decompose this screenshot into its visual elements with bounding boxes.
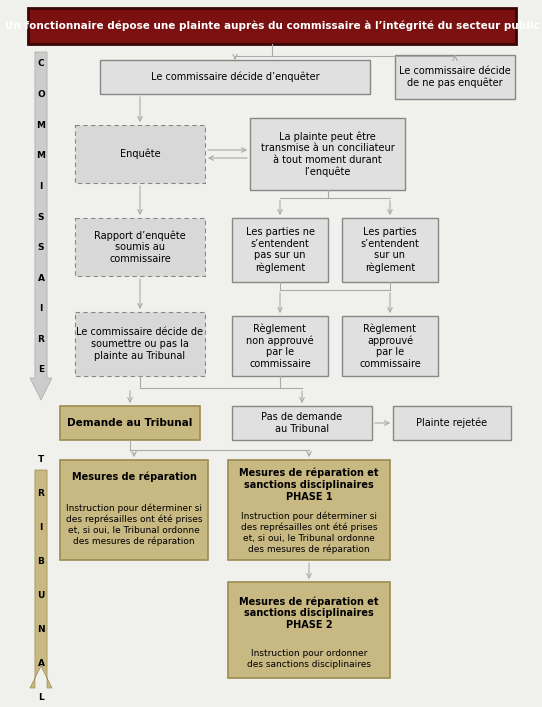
Bar — [75, 312, 205, 376]
Text: Le commissaire décide d’enquêter: Le commissaire décide d’enquêter — [151, 71, 319, 82]
Text: Rapport d’enquête
soumis au
commissaire: Rapport d’enquête soumis au commissaire — [94, 230, 186, 264]
Text: Mesures de réparation et
sanctions disciplinaires
PHASE 1: Mesures de réparation et sanctions disci… — [239, 468, 379, 501]
Polygon shape — [30, 470, 52, 688]
Bar — [232, 218, 328, 282]
Text: O: O — [37, 90, 45, 99]
Text: S: S — [38, 243, 44, 252]
Bar — [342, 218, 438, 282]
Bar — [232, 406, 372, 440]
Text: Instruction pour déterminer si
des représailles ont été prises
et, si oui, le Tr: Instruction pour déterminer si des repré… — [241, 512, 377, 554]
Text: Instruction pour déterminer si
des représailles ont été prises
et, si oui, le Tr: Instruction pour déterminer si des repré… — [66, 503, 202, 546]
Bar — [250, 118, 405, 190]
Text: R: R — [37, 335, 44, 344]
Bar — [28, 8, 516, 44]
Text: B: B — [37, 558, 44, 566]
Text: A: A — [37, 274, 44, 283]
Bar — [232, 316, 328, 376]
Text: Les parties ne
s’entendent
pas sur un
règlement: Les parties ne s’entendent pas sur un rè… — [246, 227, 314, 273]
Text: La plainte peut être
transmise à un conciliateur
à tout moment durant
l’enquête: La plainte peut être transmise à un conc… — [261, 131, 395, 177]
Text: A: A — [37, 660, 44, 669]
Text: Instruction pour ordonner
des sanctions disciplinaires: Instruction pour ordonner des sanctions … — [247, 649, 371, 669]
Text: M: M — [36, 121, 46, 129]
Bar — [75, 218, 205, 276]
Text: N: N — [37, 626, 45, 634]
Text: M: M — [36, 151, 46, 160]
Text: Mesures de réparation et
sanctions disciplinaires
PHASE 2: Mesures de réparation et sanctions disci… — [239, 596, 379, 630]
Text: Mesures de réparation: Mesures de réparation — [72, 472, 196, 482]
Text: I: I — [40, 304, 43, 313]
Text: L: L — [38, 694, 44, 703]
Text: Les parties
s’entendent
sur un
règlement: Les parties s’entendent sur un règlement — [360, 227, 420, 273]
Text: S: S — [38, 213, 44, 221]
Bar — [100, 60, 370, 94]
Text: R: R — [37, 489, 44, 498]
Text: Un fonctionnaire dépose une plainte auprès du commissaire à l’intégrité du secte: Un fonctionnaire dépose une plainte aupr… — [5, 21, 539, 31]
Bar — [342, 316, 438, 376]
Text: Le commissaire décide de
soumettre ou pas la
plainte au Tribunal: Le commissaire décide de soumettre ou pa… — [76, 327, 203, 361]
Text: Enquête: Enquête — [120, 148, 160, 159]
Text: Demande au Tribunal: Demande au Tribunal — [67, 418, 193, 428]
Bar — [228, 582, 390, 678]
Text: I: I — [40, 523, 43, 532]
Bar — [393, 406, 511, 440]
Text: C: C — [38, 59, 44, 69]
Polygon shape — [30, 52, 52, 400]
Bar — [75, 125, 205, 183]
Text: I: I — [40, 182, 43, 191]
Text: Règlement
non approuvé
par le
commissaire: Règlement non approuvé par le commissair… — [246, 323, 314, 369]
Text: Plainte rejetée: Plainte rejetée — [416, 418, 488, 428]
Text: E: E — [38, 366, 44, 375]
Text: T: T — [38, 455, 44, 464]
Text: Le commissaire décide
de ne pas enquêter: Le commissaire décide de ne pas enquêter — [399, 66, 511, 88]
Text: Pas de demande
au Tribunal: Pas de demande au Tribunal — [261, 412, 343, 434]
Bar — [395, 55, 515, 99]
Text: Règlement
approuvé
par le
commissaire: Règlement approuvé par le commissaire — [359, 323, 421, 369]
Text: U: U — [37, 592, 44, 600]
Bar — [60, 406, 200, 440]
Bar — [60, 460, 208, 560]
Bar — [228, 460, 390, 560]
